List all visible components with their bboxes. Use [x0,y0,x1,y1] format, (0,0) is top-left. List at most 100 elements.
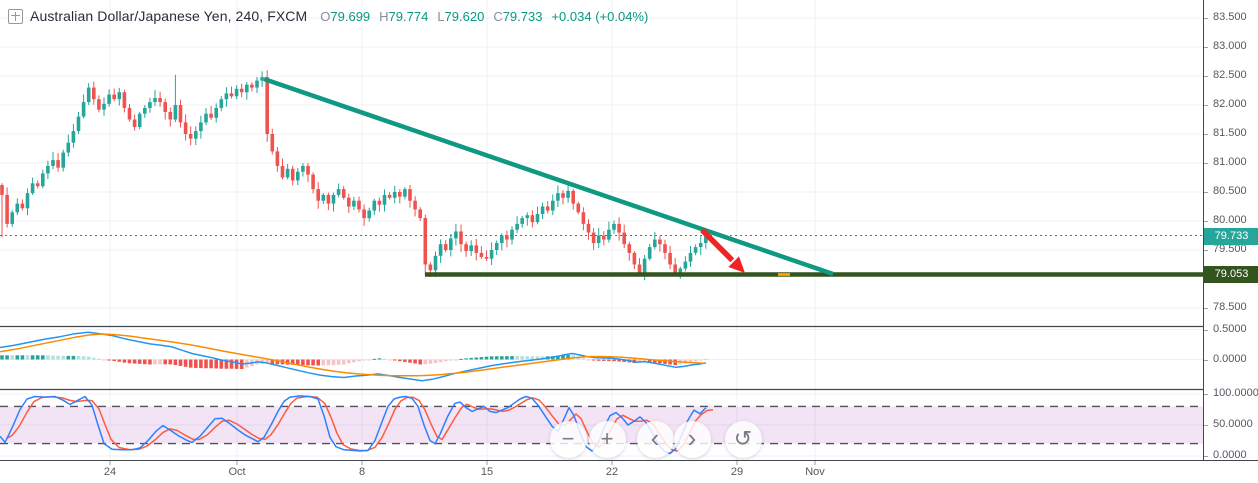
candle [250,84,254,88]
candle [245,84,249,93]
macd-histogram-bar [698,359,703,361]
macd-histogram-bar [178,359,183,366]
orange-mark [778,273,790,276]
macd-histogram-bar [403,359,407,362]
macd-histogram-bar [423,359,428,365]
macd-histogram-bar [265,359,269,364]
macd-histogram-bar [224,359,229,369]
macd-histogram-bar [658,359,662,364]
candle [392,192,397,198]
macd-histogram-bar [347,359,351,364]
candle [551,200,555,211]
reset-chart-button[interactable]: ↺ [724,420,762,458]
candle [331,194,336,204]
macd-histogram-bar [102,359,106,361]
macd-histogram-bar [275,359,280,365]
macd-histogram-bar [321,359,326,366]
candle [489,250,494,259]
candle [66,142,71,153]
macd-histogram-bar [428,359,433,364]
candle [525,215,530,219]
candle [428,264,433,271]
time-axis-tick [814,461,816,465]
candle [678,268,683,274]
candle [229,93,234,97]
price-axis-label: 81.500 [1213,127,1247,139]
arrow-shaft [700,228,735,263]
macd-histogram-bar [566,355,570,360]
high-label: H [379,8,389,24]
candle [637,264,642,274]
price-axis-label: 100.0000 [1213,387,1258,399]
macd-histogram-bar [602,359,606,361]
scroll-left-button[interactable]: ‹ [636,420,674,458]
chart-canvas[interactable] [0,0,1203,460]
macd-histogram-bar [153,359,157,365]
candle [413,200,417,210]
macd-histogram-bar [510,356,514,360]
macd-histogram-bar [0,355,4,360]
axis-tick-mark [1204,308,1208,309]
candle [566,190,570,198]
candle [535,214,540,223]
macd-histogram-bar [173,359,178,366]
candle [326,194,331,204]
candle [102,103,106,110]
axis-tick-mark [1204,250,1208,251]
macd-histogram-bar [693,359,698,362]
macd-histogram-bar [97,358,101,360]
macd-histogram-bar [92,357,96,360]
macd-histogram-bar [520,356,524,360]
trendline-drawing [263,76,834,277]
macd-histogram-bar [311,359,315,366]
ohlc-values: O79.699 H79.774 L79.620 C79.733 +0.034 (… [320,9,648,24]
macd-histogram-bar [285,359,290,365]
zoom-out-button[interactable]: − [549,420,587,458]
price-axis-label: 83.500 [1213,11,1247,23]
macd-histogram-bar [367,359,371,361]
time-axis[interactable]: 24 Oct 8 15 22 29 Nov [0,460,1258,483]
price-axis[interactable]: 83.500 83.000 82.500 82.000 81.500 81.000 80.5… [1203,0,1258,461]
candle [234,88,239,97]
high-value: 79.774 [388,8,429,24]
candle [321,194,326,201]
candle [56,160,60,168]
macd-line [0,331,707,382]
macd-histogram-bar [530,356,535,360]
macd-histogram-bar [372,358,377,360]
macd-histogram-bar [56,355,60,360]
candle [596,235,601,244]
scroll-right-button[interactable]: › [673,420,711,458]
legend-expand-icon[interactable] [8,8,23,24]
candle [693,247,698,253]
macd-histogram-bar [418,359,422,365]
candle [46,165,50,174]
zoom-in-button[interactable]: + [588,420,626,458]
low-value: 79.620 [444,8,485,24]
candle [199,122,203,132]
macd-histogram-bar [607,359,611,362]
candle [148,102,152,108]
symbol-title[interactable]: Australian Dollar/Japanese Yen, 240, FXC… [30,8,308,24]
candle [296,171,300,181]
price-axis-label: 79.500 [1213,243,1247,255]
price-axis-label: 82.000 [1213,98,1247,110]
candle [469,245,473,252]
candle [403,189,407,197]
axis-tick-mark [1204,456,1208,457]
candle [668,252,672,265]
price-axis-label: 80.000 [1213,214,1247,226]
macd-histogram-bar [194,359,198,368]
macd-histogram-bar [66,355,71,360]
price-axis-label: 50.0000 [1213,418,1253,430]
candle [357,200,361,210]
macd-histogram-bar [86,356,91,360]
low-label: L [437,8,445,24]
macd-histogram-bar [127,359,132,364]
macd-histogram-bar [622,359,626,362]
macd-histogram-bar [81,356,86,360]
macd-histogram-bar [61,355,65,360]
axis-tick-mark [1204,359,1208,361]
macd-histogram-bar [500,356,504,360]
candle [239,88,244,93]
